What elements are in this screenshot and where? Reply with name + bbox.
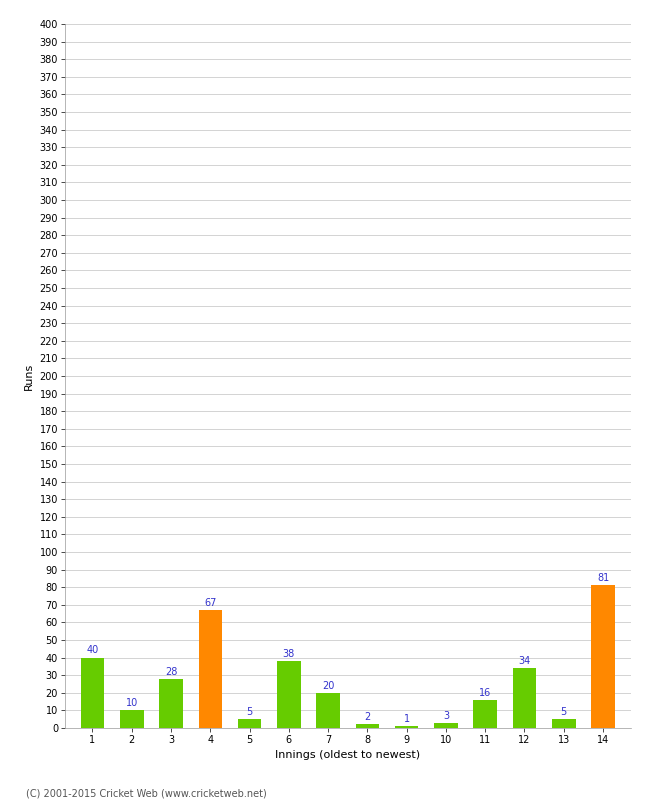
Bar — [395, 726, 419, 728]
Text: 2: 2 — [364, 712, 370, 722]
Text: 5: 5 — [246, 707, 253, 717]
Text: 38: 38 — [283, 649, 295, 659]
Text: 81: 81 — [597, 574, 609, 583]
Text: 28: 28 — [165, 666, 177, 677]
Bar — [434, 722, 458, 728]
Text: 20: 20 — [322, 681, 334, 690]
Bar — [120, 710, 144, 728]
Bar — [159, 678, 183, 728]
Text: 40: 40 — [86, 646, 99, 655]
Bar — [277, 661, 300, 728]
Bar — [356, 725, 379, 728]
Bar — [513, 668, 536, 728]
Bar — [473, 700, 497, 728]
Bar — [198, 610, 222, 728]
Text: 3: 3 — [443, 710, 449, 721]
Bar — [81, 658, 104, 728]
Bar — [552, 719, 575, 728]
Text: (C) 2001-2015 Cricket Web (www.cricketweb.net): (C) 2001-2015 Cricket Web (www.cricketwe… — [26, 788, 266, 798]
Bar — [317, 693, 340, 728]
Text: 10: 10 — [125, 698, 138, 708]
Text: 67: 67 — [204, 598, 216, 608]
Text: 34: 34 — [518, 656, 530, 666]
Text: 16: 16 — [479, 688, 491, 698]
Bar — [592, 586, 615, 728]
Text: 1: 1 — [404, 714, 410, 724]
X-axis label: Innings (oldest to newest): Innings (oldest to newest) — [275, 750, 421, 761]
Text: 5: 5 — [560, 707, 567, 717]
Bar — [238, 719, 261, 728]
Y-axis label: Runs: Runs — [24, 362, 34, 390]
